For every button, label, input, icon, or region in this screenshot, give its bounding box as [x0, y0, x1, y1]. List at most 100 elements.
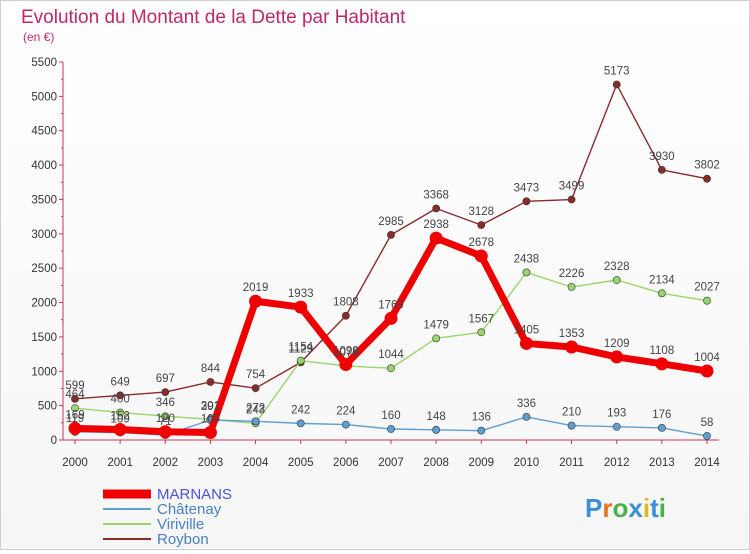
data-point-roybon [71, 394, 79, 403]
data-point-ch-tenay [522, 413, 531, 421]
data-label: 2438 [514, 253, 540, 265]
data-label: 193 [607, 408, 626, 420]
data-label: 119 [66, 413, 84, 425]
data-label: 301 [201, 400, 220, 412]
data-label: 2027 [694, 282, 720, 294]
data-label: 148 [427, 411, 446, 423]
data-point-ch-tenay [657, 424, 666, 432]
data-point-marnans [113, 423, 127, 437]
x-tick-label: 2001 [107, 457, 133, 469]
data-point-roybon [432, 204, 441, 213]
data-label: 1004 [694, 352, 720, 364]
data-point-ch-tenay [296, 419, 305, 428]
data-label: 109 [111, 414, 130, 426]
data-label: 1769 [378, 299, 404, 311]
data-label: 3930 [649, 151, 675, 163]
data-label: 58 [701, 417, 714, 429]
data-point-roybon [161, 388, 170, 396]
data-point-marnans [158, 425, 172, 439]
y-tick-label: 500 [38, 401, 57, 413]
data-point-roybon [612, 80, 621, 89]
data-label: 169 [65, 409, 84, 421]
x-tick-label: 2013 [649, 457, 675, 469]
axes: 0 500 1000 1500 2000 2500 3000 3500 4000 4500 5000… [31, 57, 720, 469]
data-label: 1808 [333, 297, 359, 309]
data-point-ch-tenay [612, 422, 621, 431]
logo-letter: i [643, 493, 650, 523]
data-label: 1933 [288, 288, 314, 300]
data-point-roybon [567, 195, 576, 204]
data-label: 2226 [559, 268, 585, 280]
data-label: 224 [336, 406, 356, 418]
y-tick-label: 1000 [31, 366, 57, 378]
data-point-roybon [387, 230, 395, 239]
data-label: 754 [246, 369, 266, 381]
series-lines [68, 80, 714, 440]
data-label: 1154 [288, 342, 313, 354]
data-label: 243 [246, 404, 265, 416]
data-label: 2985 [378, 216, 404, 228]
data-point-ch-tenay [387, 425, 395, 433]
data-label: 1209 [604, 338, 630, 350]
data-label: 3473 [514, 182, 540, 194]
data-label: 3499 [559, 181, 585, 193]
data-label: 242 [291, 404, 310, 416]
y-tick-label: 5000 [31, 91, 57, 103]
x-tick-label: 2009 [468, 457, 494, 469]
data-label: 2938 [423, 219, 449, 231]
logo-letter: P [585, 493, 602, 523]
data-label: 1108 [649, 345, 674, 357]
logo-letter: o [612, 493, 628, 523]
proxiti-logo: Proxiti [585, 493, 666, 523]
data-point-marnans [655, 357, 669, 371]
x-tick-label: 2014 [694, 457, 720, 469]
x-tick-label: 2010 [514, 457, 540, 469]
data-point-roybon [251, 384, 260, 393]
data-label: 2328 [604, 261, 630, 273]
data-label: 3368 [423, 190, 449, 202]
data-point-viriville [432, 334, 441, 343]
data-point-marnans [519, 336, 533, 350]
data-label: 120 [156, 413, 175, 425]
data-label: 160 [381, 410, 400, 422]
data-point-roybon [116, 391, 125, 400]
data-point-roybon [657, 166, 666, 174]
data-point-roybon [341, 311, 350, 320]
y-tick-label: 2500 [31, 263, 57, 275]
data-point-marnans [339, 358, 353, 372]
data-point-viriville [387, 364, 395, 373]
x-tick-label: 2004 [243, 457, 269, 469]
data-point-viriville [612, 276, 621, 284]
y-tick-label: 5500 [31, 57, 57, 69]
y-tick-label: 3500 [31, 194, 57, 206]
data-label: 1078 [333, 347, 359, 359]
data-label: 2019 [243, 282, 269, 294]
y-tick-label: 2000 [31, 298, 57, 310]
data-label: 649 [111, 376, 130, 388]
y-tick-label: 3000 [31, 229, 57, 241]
data-labels: 599 649 697 844 754 1129 1808 2985 3368 3128 3473 3… [65, 65, 720, 429]
data-point-viriville [477, 328, 486, 337]
data-label: 210 [562, 407, 581, 419]
x-tick-label: 2007 [378, 457, 404, 469]
logo-letter: t [650, 493, 659, 523]
data-label: 464 [65, 389, 85, 401]
data-point-viriville [657, 289, 666, 298]
data-point-viriville [116, 408, 125, 417]
data-point-ch-tenay [477, 426, 486, 435]
data-point-ch-tenay [703, 432, 711, 440]
data-label: 2134 [649, 274, 675, 286]
data-point-marnans [610, 350, 624, 364]
y-tick-label: 4500 [31, 126, 57, 138]
logo-letter: x [628, 493, 643, 523]
data-label: 1044 [378, 349, 404, 361]
data-point-marnans [294, 300, 308, 314]
data-point-roybon [477, 221, 486, 229]
data-point-viriville [296, 356, 305, 365]
data-label: 3802 [694, 160, 720, 172]
legend-label: Châtenay [157, 501, 222, 518]
data-point-marnans [700, 364, 714, 378]
